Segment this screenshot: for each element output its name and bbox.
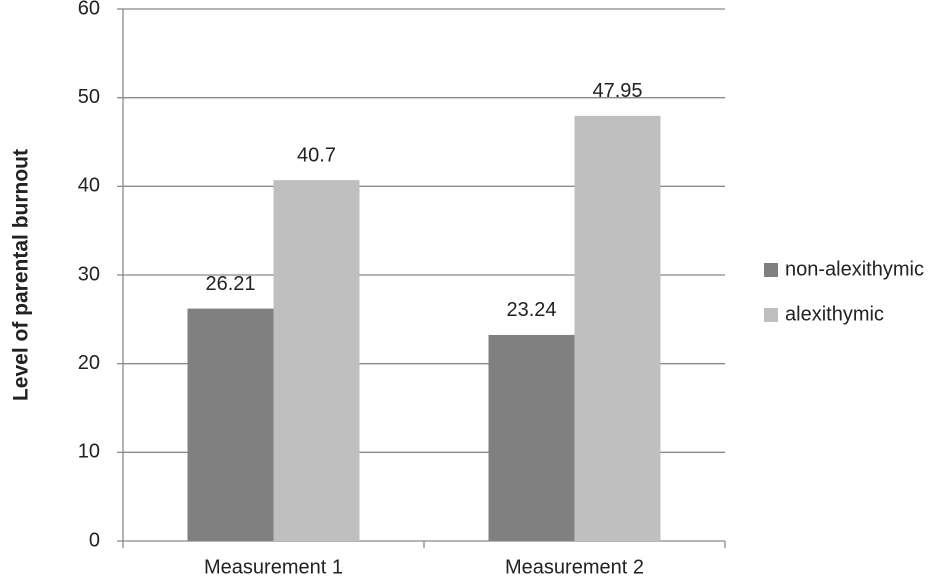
y-tick-label: 10 (78, 441, 100, 463)
x-tick-label: Measurement 2 (505, 556, 644, 578)
y-tick-label: 50 (78, 86, 100, 108)
y-tick-label: 40 (78, 175, 100, 197)
y-tick-label: 20 (78, 352, 100, 374)
legend-swatch (764, 308, 778, 322)
value-label: 26.21 (205, 273, 255, 295)
bar (273, 180, 360, 542)
value-label: 23.24 (506, 299, 556, 321)
value-label: 40.7 (297, 144, 336, 166)
bar (187, 308, 274, 541)
y-tick-label: 60 (78, 0, 100, 19)
y-axis-title: Level of parental burnout (10, 149, 33, 401)
legend-label: non-alexithymic (785, 258, 924, 280)
y-tick-label: 0 (89, 529, 100, 551)
x-tick-label: Measurement 1 (204, 556, 343, 578)
legend-label: alexithymic (785, 303, 884, 325)
bar (574, 115, 661, 542)
bar (488, 334, 575, 541)
legend-swatch (764, 263, 778, 277)
value-label: 47.95 (592, 80, 642, 102)
y-tick-label: 30 (78, 263, 100, 285)
